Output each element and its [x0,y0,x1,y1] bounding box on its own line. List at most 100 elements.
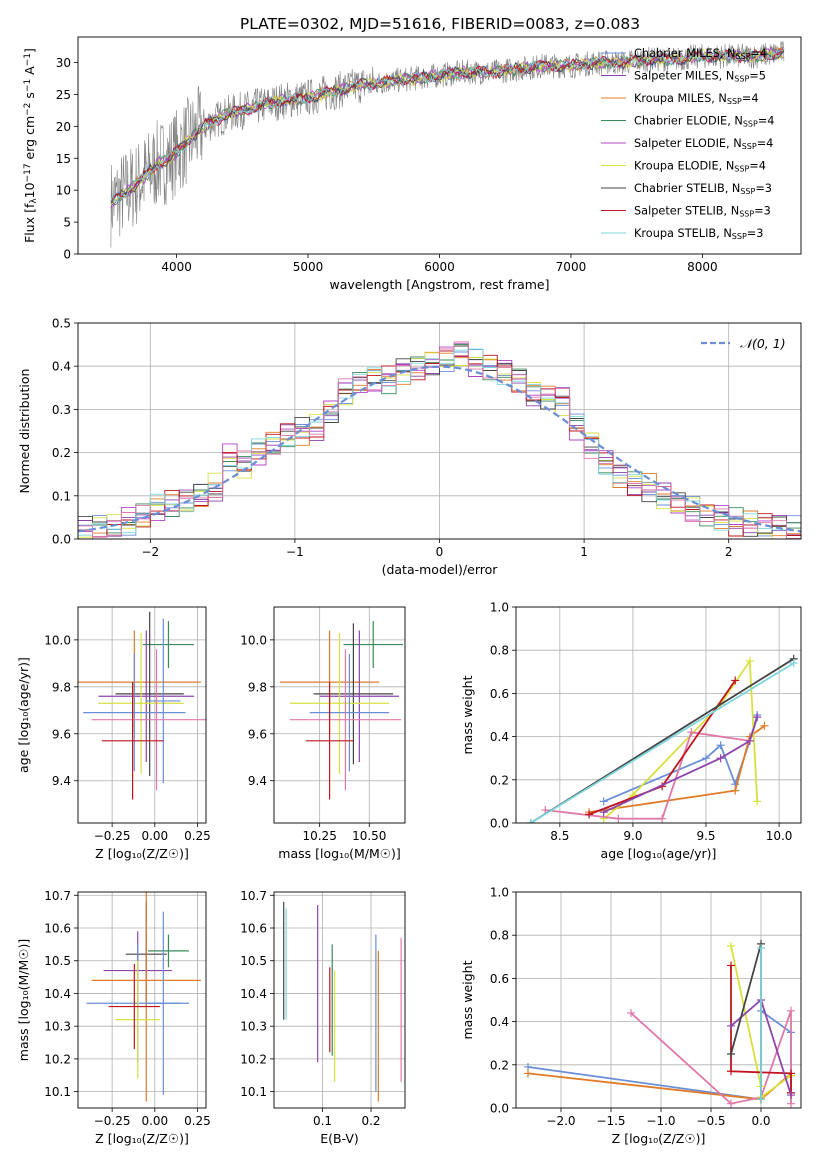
plot-area [86,892,201,1102]
legend-subscript: SSP [735,52,750,61]
y-tick-label: 0.2 [490,773,509,787]
legend-name: Kroupa STELIB, N [634,227,732,240]
x-tick-label: 0.00 [141,829,168,843]
plot-area [110,41,785,248]
y-tick-label: 0.3 [52,403,71,417]
y-tick-label: 0.8 [490,929,509,943]
x-tick-label: −0.25 [94,829,131,843]
errorbar-point [146,618,181,784]
x-tick-label: 9.5 [696,829,715,843]
y-label-part: 10 [22,182,37,198]
errorbar-point [91,892,201,1102]
weight-series [585,676,740,819]
weight-marker [731,676,740,685]
y-tick-label: 20 [56,120,71,134]
y-tick-label: 10.4 [240,987,267,1001]
y-tick-label: 10.5 [240,954,267,968]
axes-frame [77,36,802,255]
weight-line [530,662,795,823]
observed-spectrum [110,41,785,248]
y-tick-label: 0.0 [52,533,71,547]
y-tick-label: 25 [56,88,71,102]
y-tick-label: 0.4 [52,360,71,374]
legend-subscript: SSP [740,187,755,196]
weight-marker [687,728,696,737]
legend-name: Salpeter ELODIE, N [634,137,742,150]
y-tick-label: 10.1 [240,1085,267,1099]
weight-line [588,725,766,814]
y-axis-label: Flux [fλ10−17 erg cm−2 s−1 A−1] [22,48,39,243]
y-label-part: λ [29,198,39,204]
x-tick-label: −1.0 [646,1114,675,1128]
y-axis-label: age [log₁₀(age/yr)] [16,657,31,773]
x-tick-label: 4000 [161,260,192,274]
y-tick-label: 0.0 [490,817,509,831]
panel-residuals: −2 −1 0 1 2 0.0 0.1 0.2 0.3 0.4 0.5 (data-model)/er… [17,317,802,577]
axes-frame [273,606,406,824]
x-tick-label: 0.00 [141,1114,168,1128]
y-tick-label: 10.7 [240,889,267,903]
legend-name: Chabrier ELODIE, N [634,115,743,128]
weight-marker [760,721,769,730]
x-tick-label: 10.50 [352,829,386,843]
weight-marker [599,808,608,817]
weight-marker [614,814,623,823]
axes-frame [273,891,406,1109]
x-tick-label: 0.1 [313,1114,332,1128]
plot-area [78,341,801,539]
legend-subscript: SSP [739,210,754,219]
panel-mass-vs-Z: −0.25 0.00 0.25 10.1 10.2 10.3 10.4 10.5 10.6 10.… [16,889,211,1146]
normal-curve [78,365,801,533]
y-tick-label: 0.2 [52,446,71,460]
legend-nssp: =4 [757,137,774,150]
errorbar-point [289,649,402,791]
weight-marker [716,754,725,763]
x-axis-label: Z [log₁₀(Z/Z☉)] [612,1131,706,1146]
weight-line [603,716,759,814]
y-tick-label: 0.0 [490,1102,509,1116]
y-axis-label: mass weight [460,675,475,754]
weight-marker [627,1008,635,1017]
weight-marker [541,806,550,815]
x-tick-label: 0.25 [184,829,211,843]
errorbar-point [305,682,354,800]
x-tick-label: 8000 [687,260,718,274]
y-label-part: −17 [23,163,33,182]
y-tick-label: 5 [63,216,71,230]
y-tick-label: 9.8 [248,680,267,694]
y-tick-label: 1.0 [490,601,509,615]
y-tick-label: 30 [56,56,71,70]
x-axis-label: wavelength [Angstrom, rest frame] [329,277,549,292]
legend-subscript: SSP [734,75,749,84]
weight-marker [599,797,608,806]
legend-entry: Chabrier ELODIE, NSSP=4 [634,115,774,129]
y-tick-label: 9.6 [248,727,267,741]
y-tick-label: 10.1 [44,1085,71,1099]
y-tick-label: 0.1 [52,489,71,503]
x-tick-label: −1.5 [596,1114,625,1128]
y-tick-label: 0.4 [490,730,509,744]
errorbar-point [108,964,160,1050]
weight-marker [727,1021,735,1030]
y-label-part: s [22,92,37,103]
axes-frame [77,891,207,1109]
legend-name: Kroupa ELODIE, N [634,160,734,173]
weight-marker [658,814,667,823]
y-label-part: −1 [23,53,33,66]
errorbar-point [309,653,390,772]
y-tick-label: 0.8 [490,644,509,658]
x-tick-label: −2.0 [546,1114,575,1128]
x-tick-label: 2 [725,545,733,559]
y-tick-label: 10.6 [240,922,267,936]
y-label-part: erg cm [22,116,37,164]
x-tick-label: −2 [141,545,159,559]
panel-mass-vs-EBV: 0.1 0.2 10.1 10.2 10.3 10.4 10.5 10.6 10.7 E(B-V) [240,889,406,1146]
y-tick-label: 1.0 [490,886,509,900]
model-spectrum [110,46,785,209]
legend-nssp: =4 [742,92,759,105]
weight-line [527,1009,792,1101]
figure-title: PLATE=0302, MJD=51616, FIBERID=0083, z=0… [240,15,640,33]
legend-nssp: =3 [755,182,772,195]
y-tick-label: 10.4 [44,987,71,1001]
